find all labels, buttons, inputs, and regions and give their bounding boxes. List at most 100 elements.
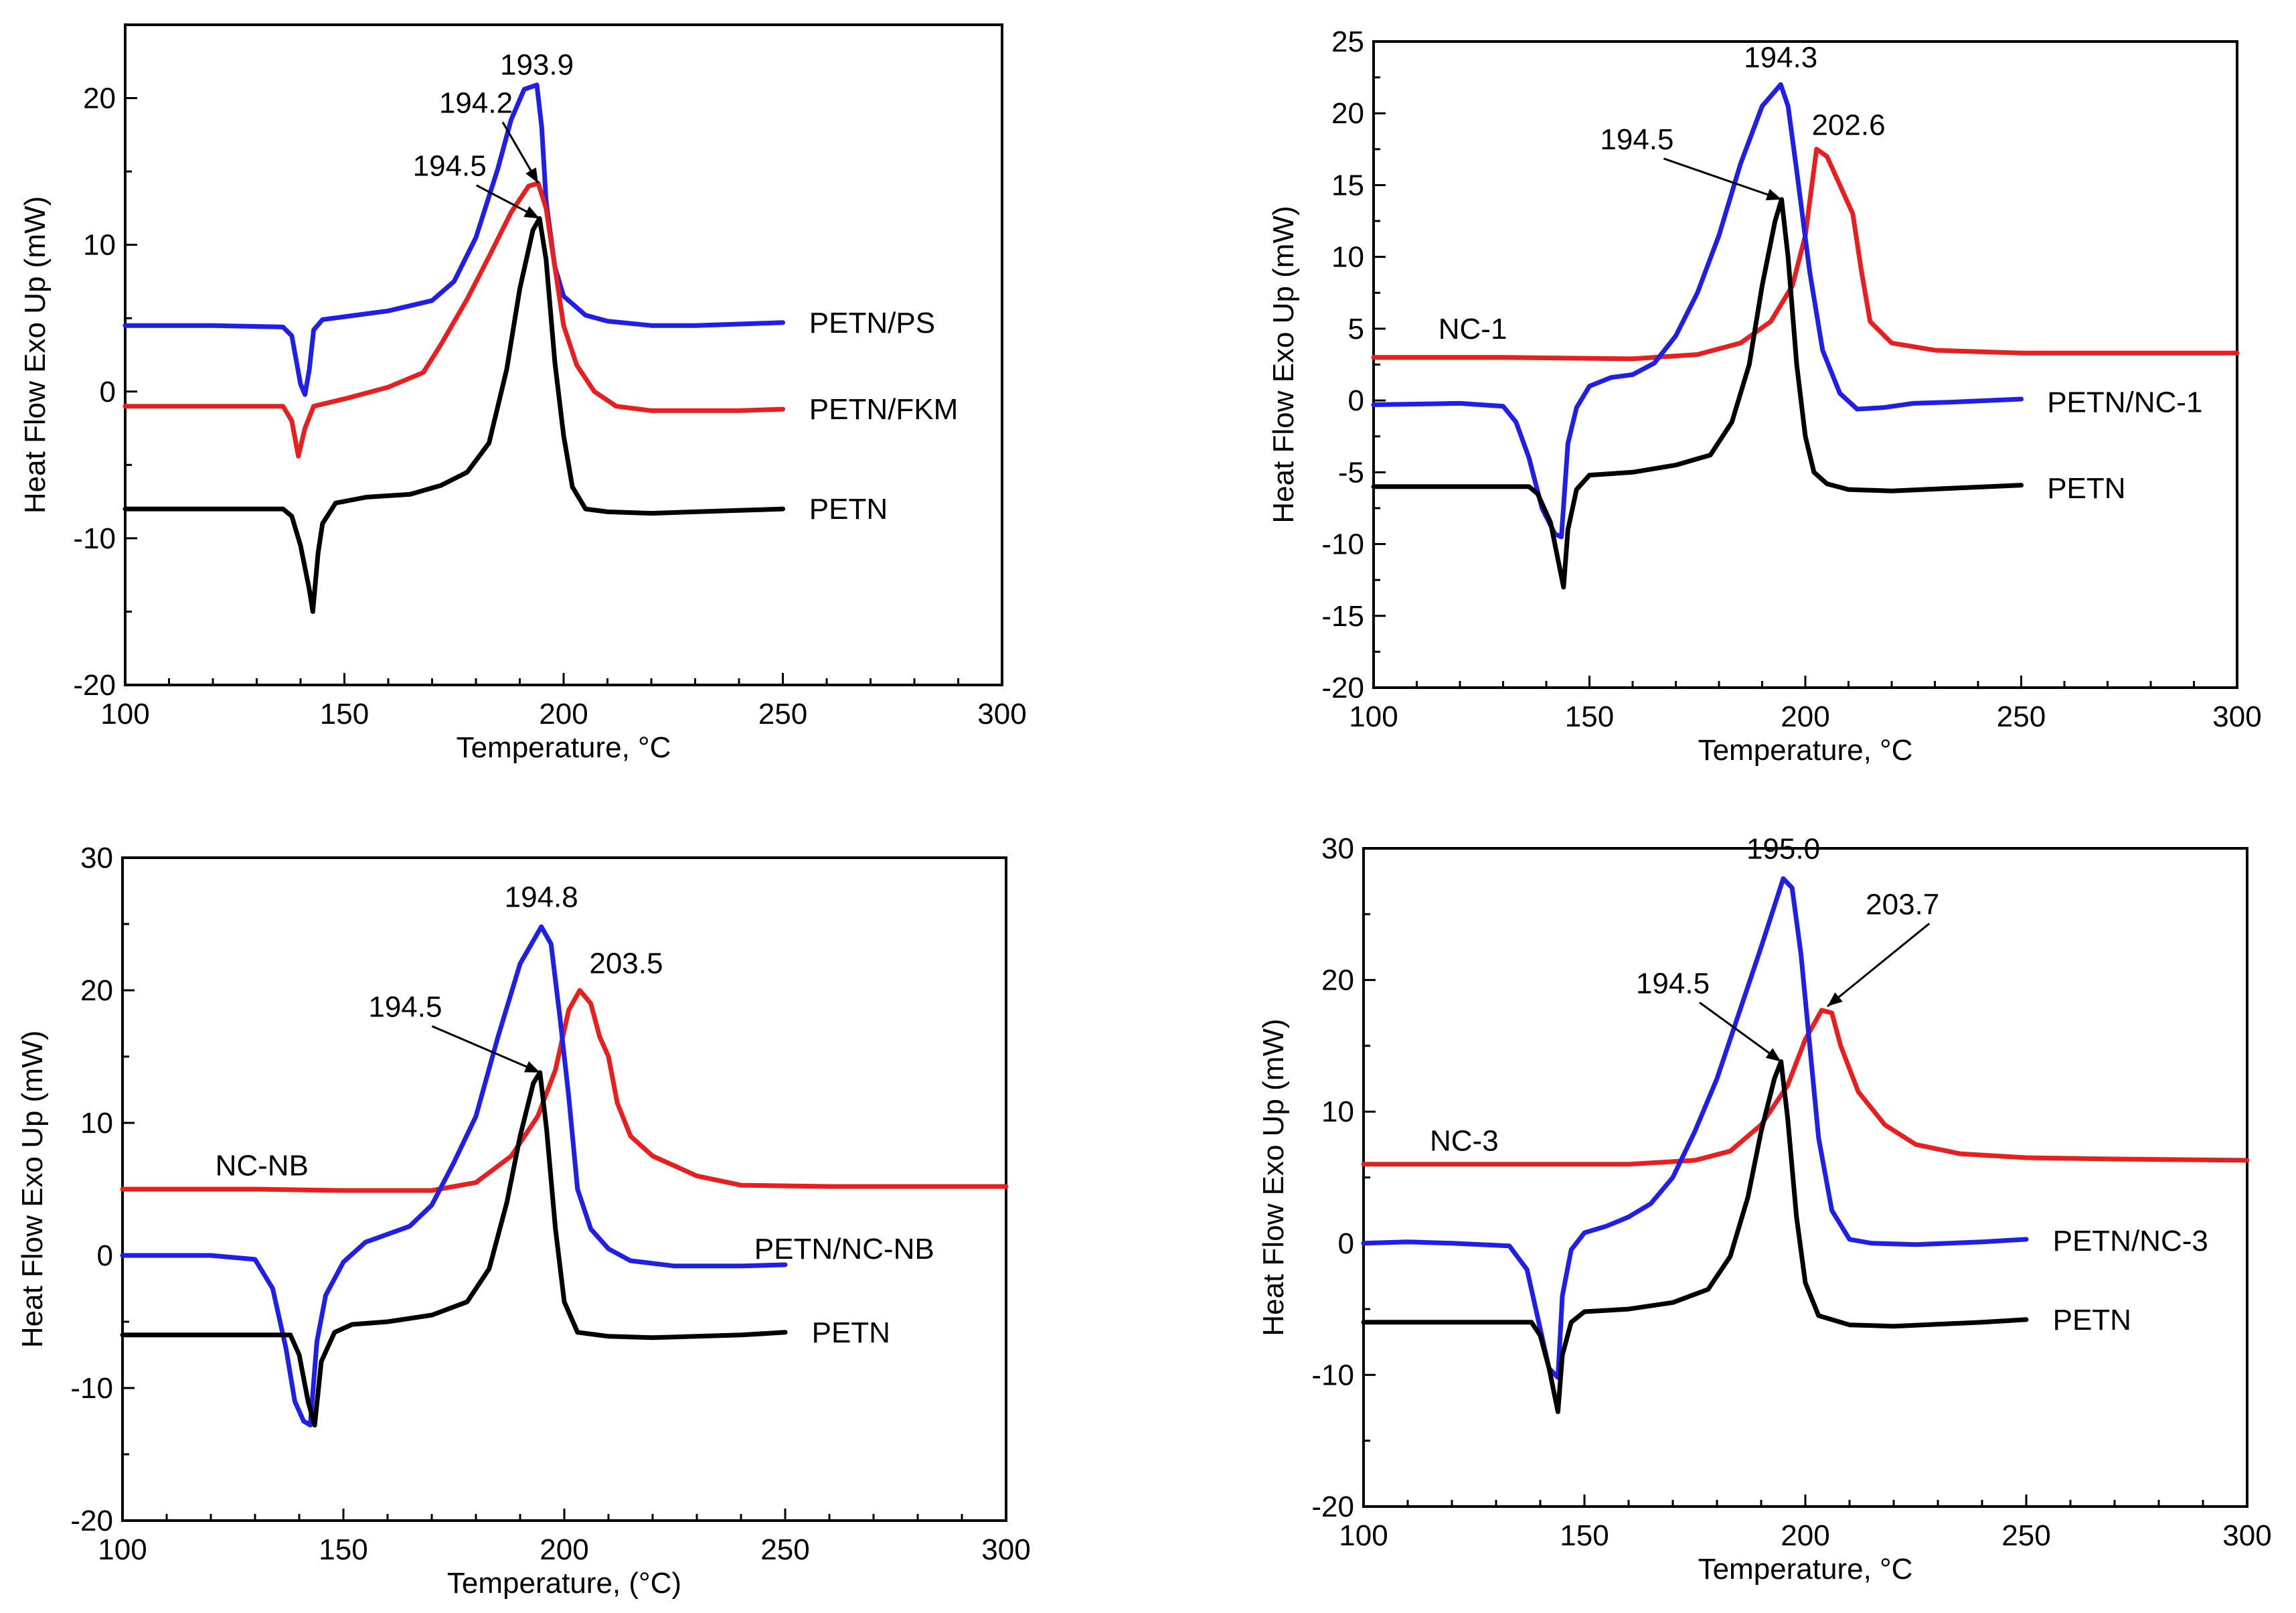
y-tick-label: -15: [1321, 600, 1364, 633]
y-tick-label: 20: [80, 974, 113, 1007]
peak-annotation: 194.5: [1636, 967, 1710, 1000]
annotation-arrow: [431, 1025, 541, 1074]
y-tick-label: -20: [1321, 672, 1364, 704]
series-line-petn-ps: [122, 82, 785, 397]
annotation-arrow: [1663, 157, 1783, 201]
series-line-petn-nc-3: [1361, 876, 2029, 1380]
annotation-arrow: [1827, 923, 1931, 1008]
x-tick-label: 150: [1565, 700, 1614, 733]
x-tick-label: 250: [758, 698, 807, 731]
peak-annotation: 193.9: [500, 48, 574, 81]
peak-annotation: 194.3: [1744, 42, 1817, 74]
peak-annotation: 194.5: [413, 150, 487, 183]
y-tick-label: 30: [80, 842, 113, 874]
x-tick-label: 300: [2212, 700, 2261, 733]
x-tick-label: 100: [1349, 700, 1398, 733]
peak-annotation: 203.5: [589, 947, 663, 980]
arrowhead: [1765, 1048, 1781, 1062]
x-tick-label: 300: [2222, 1519, 2271, 1552]
x-tick-label: 250: [760, 1533, 809, 1566]
plot-frame: [124, 23, 1003, 686]
peak-annotation: 194.5: [1600, 123, 1673, 156]
y-tick-label: -10: [73, 522, 116, 555]
y-tick-label: 30: [1321, 832, 1354, 865]
series-label: PETN: [812, 1316, 890, 1349]
series-line-petn: [120, 1070, 788, 1428]
y-tick-label: 10: [80, 1107, 113, 1140]
series-label: NC-NB: [216, 1149, 309, 1182]
series-label: NC-3: [1430, 1124, 1499, 1157]
series-line-petn: [1361, 1059, 2029, 1414]
series-label: PETN: [2047, 472, 2125, 505]
peak-annotation: 195.0: [1746, 833, 1820, 866]
series-line-petn-fkm: [122, 181, 785, 459]
series-line-petn-nc-1: [1371, 82, 2024, 540]
series-label: PETN/NC-3: [2053, 1225, 2208, 1257]
x-tick-label: 200: [540, 1533, 588, 1566]
peak-annotation: 194.2: [439, 86, 513, 119]
y-tick-label: -10: [70, 1372, 113, 1405]
y-tick-label: 10: [1321, 1095, 1354, 1128]
series-label: NC-1: [1439, 313, 1507, 345]
arrowhead: [523, 1061, 540, 1073]
series-label: PETN/FKM: [809, 393, 958, 426]
y-axis-title: Heat Flow Exo Up (mW): [19, 196, 52, 514]
peak-annotation: 194.8: [505, 880, 578, 913]
series-line-nc-3: [1361, 1008, 2250, 1167]
y-tick-label: 25: [1331, 25, 1364, 58]
x-tick-label: 150: [320, 698, 369, 731]
x-axis-title: Temperature, °C: [457, 731, 671, 764]
y-tick-label: 0: [100, 376, 116, 408]
x-tick-label: 250: [2001, 1519, 2050, 1552]
y-axis-title: Heat Flow Exo Up (mW): [1267, 206, 1300, 523]
series-line-nc-1: [1371, 147, 2240, 362]
x-tick-label: 150: [319, 1533, 367, 1566]
x-tick-label: 150: [1560, 1519, 1609, 1552]
series-line-petn: [1371, 197, 2024, 590]
x-tick-label: 200: [1781, 1519, 1829, 1552]
y-tick-label: -20: [73, 669, 116, 702]
x-axis-title: Temperature, °C: [1698, 734, 1913, 767]
arrowhead: [525, 167, 539, 183]
x-axis-title: Temperature, (°C): [447, 1567, 681, 1600]
chart-panel-1: 100 150 200 250 300 -20 -10 0 10 20 Temperature, °…: [19, 23, 1027, 764]
y-axis-title: Heat Flow Exo Up (mW): [16, 1030, 49, 1348]
y-tick-label: -5: [1338, 456, 1364, 489]
series-label: PETN/NC-1: [2047, 386, 2202, 418]
arrowhead: [523, 206, 540, 219]
y-tick-label: -20: [1311, 1490, 1354, 1523]
x-tick-label: 300: [977, 698, 1026, 731]
series-label: PETN: [809, 493, 888, 526]
x-tick-label: 300: [981, 1533, 1030, 1566]
y-tick-label: 5: [1348, 313, 1364, 345]
series-line-petn-nc-nb: [120, 924, 788, 1428]
y-tick-label: 15: [1331, 169, 1364, 202]
y-tick-label: 20: [1331, 97, 1364, 130]
annotation-arrow: [1699, 1002, 1782, 1063]
chart-panel-4: 100 150 200 250 300 -20 -10 0 10 20 30 Temperature,…: [1257, 832, 2272, 1586]
peak-annotation: 194.5: [368, 991, 442, 1024]
series-label: PETN: [2053, 1304, 2131, 1336]
y-axis-title: Heat Flow Exo Up (mW): [1257, 1018, 1290, 1336]
x-tick-label: 100: [100, 698, 149, 731]
peak-annotation: 203.7: [1866, 888, 1939, 921]
chart-panel-3: 100 150 200 250 300 -20 -10 0 10 20 30 Temperature,…: [16, 842, 1031, 1600]
x-tick-label: 100: [1339, 1519, 1388, 1552]
arrowhead: [1827, 992, 1843, 1006]
plot-frame: [1362, 847, 2248, 1508]
y-tick-label: -10: [1321, 528, 1364, 561]
x-tick-label: 200: [1781, 700, 1829, 733]
chart-panel-2: 100 150 200 250 300 -20 -15 -10 -5 0 5 10 15 20 25 Temp…: [1267, 25, 2262, 767]
peak-annotation: 202.6: [1811, 108, 1885, 141]
arrowhead: [1765, 189, 1782, 201]
series-line-petn: [122, 216, 785, 614]
plot-frame: [1372, 40, 2238, 689]
y-tick-label: -10: [1311, 1359, 1354, 1391]
x-tick-label: 200: [539, 698, 588, 731]
x-tick-label: 250: [1997, 700, 2046, 733]
y-tick-label: 20: [1321, 964, 1354, 997]
x-tick-label: 100: [98, 1533, 147, 1566]
y-tick-label: 10: [1331, 241, 1364, 274]
y-tick-label: 20: [83, 82, 116, 115]
